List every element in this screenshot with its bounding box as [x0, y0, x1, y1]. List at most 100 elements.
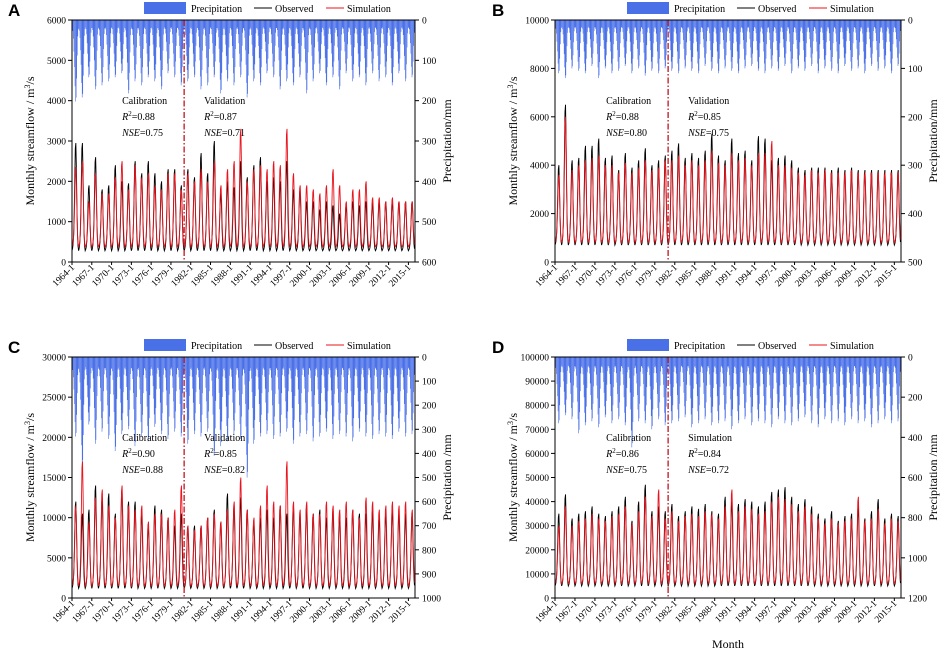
y-tick-label: 2000	[47, 178, 66, 188]
precipitation-bar	[292, 357, 294, 428]
precipitation-bar	[170, 357, 172, 368]
precipitation-bar	[721, 357, 722, 366]
precipitation-bar	[767, 20, 769, 28]
precipitation-bar	[587, 20, 589, 28]
precipitation-bar	[649, 20, 651, 41]
precipitation-bar	[665, 357, 667, 407]
precipitation-bar	[841, 357, 843, 369]
precipitation-bar	[197, 357, 198, 368]
precipitation-bar	[859, 357, 861, 388]
precipitation-bar	[102, 20, 103, 83]
precipitation-bar	[262, 20, 263, 34]
precipitation-bar	[895, 357, 897, 374]
precipitation-bar	[122, 20, 124, 59]
precipitation-bar	[755, 357, 756, 368]
precipitation-bar	[802, 357, 804, 383]
precipitation-bar	[698, 20, 700, 71]
precipitation-bar	[697, 357, 699, 412]
precipitation-bar	[375, 20, 377, 30]
precipitation-bar	[362, 20, 363, 28]
precipitation-bar	[590, 357, 592, 396]
precipitation-bar	[268, 357, 270, 375]
precipitation-bar	[270, 20, 272, 30]
precipitation-bar	[214, 357, 216, 429]
precipitation-bar	[693, 20, 694, 44]
precipitation-bar	[192, 357, 193, 389]
precipitation-bar	[645, 357, 647, 406]
precipitation-bar	[643, 357, 645, 397]
precipitation-bar	[871, 20, 873, 64]
precipitation-bar	[355, 357, 357, 368]
precipitation-bar	[242, 20, 244, 28]
precipitation-bar	[655, 20, 657, 34]
precipitation-bar	[864, 20, 866, 74]
precipitation-bar	[388, 20, 389, 28]
precipitation-bar	[765, 357, 767, 406]
precipitation-bar	[863, 20, 865, 64]
precipitation-bar	[226, 357, 228, 426]
precipitation-bar	[618, 357, 619, 420]
precipitation-bar	[89, 357, 91, 407]
precipitation-bar	[602, 20, 603, 29]
precipitation-bar	[80, 357, 81, 400]
precipitation-bar	[645, 357, 646, 421]
precipitation-bar	[402, 357, 404, 378]
y-tick-label: 25000	[42, 394, 66, 404]
precipitation-bar	[264, 357, 265, 377]
precipitation-bar	[569, 20, 571, 41]
precipitation-bar	[117, 20, 118, 33]
precipitation-bar	[853, 20, 855, 28]
precipitation-bar	[830, 20, 832, 62]
precipitation-bar	[234, 20, 236, 68]
precipitation-bar	[851, 357, 853, 417]
precipitation-bar	[827, 20, 829, 28]
precipitation-bar	[252, 357, 254, 428]
precipitation-bar	[567, 357, 569, 367]
precipitation-bar	[856, 20, 857, 41]
precipitation-bar	[880, 20, 882, 28]
precipitation-bar	[578, 357, 580, 430]
precipitation-bar	[867, 20, 868, 28]
precipitation-bar	[854, 20, 856, 28]
precipitation-bar	[189, 357, 191, 377]
precipitation-bar	[599, 20, 600, 63]
precipitation-bar	[164, 357, 166, 371]
precipitation-bar	[740, 20, 741, 33]
precipitation-bar	[294, 357, 296, 397]
precipitation-bar	[628, 20, 630, 29]
precipitation-bar	[706, 357, 707, 386]
precipitation-bar	[852, 357, 854, 386]
precipitation-bar	[809, 20, 811, 40]
precipitation-bar	[818, 20, 820, 59]
precipitation-bar	[335, 357, 337, 368]
precipitation-bar	[813, 357, 814, 373]
y2-tick-label: 200	[422, 402, 437, 412]
precipitation-bar	[227, 357, 229, 438]
precipitation-bar	[85, 20, 86, 28]
precipitation-bar	[157, 20, 158, 29]
precipitation-bar	[781, 20, 783, 29]
precipitation-bar	[673, 357, 675, 373]
precipitation-bar	[176, 357, 178, 369]
precipitation-bar	[230, 20, 231, 28]
annotation-right-r2: R2=0.87	[203, 110, 237, 123]
precipitation-bar	[578, 20, 580, 69]
precipitation-bar	[189, 20, 191, 34]
r2-value: =0.84	[698, 449, 721, 460]
y2-tick-label: 800	[422, 546, 437, 556]
precipitation-bar	[100, 357, 101, 388]
precipitation-bar	[397, 20, 399, 52]
precipitation-bar	[731, 357, 733, 426]
precipitation-bar	[307, 357, 309, 393]
precipitation-bar	[847, 357, 849, 366]
precipitation-bar	[834, 357, 836, 366]
precipitation-bar	[594, 357, 596, 367]
precipitation-bar	[167, 357, 168, 424]
precipitation-bar	[615, 357, 617, 374]
precipitation-bar	[669, 357, 671, 385]
precipitation-bar	[77, 357, 79, 376]
precipitation-bar	[592, 20, 594, 54]
precipitation-bar	[686, 357, 688, 372]
precipitation-bar	[247, 357, 248, 472]
precipitation-bar	[82, 20, 84, 76]
